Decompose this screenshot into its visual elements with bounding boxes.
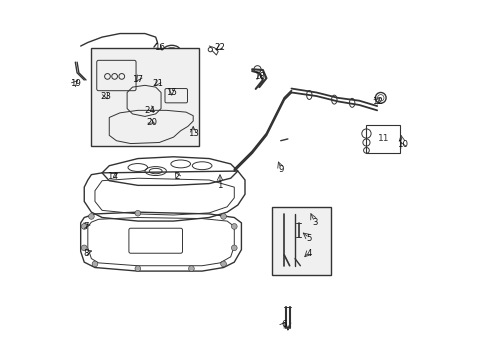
Text: 14: 14 [107,172,118,181]
Circle shape [92,261,98,267]
Bar [367,125,400,153]
Text: 6: 6 [282,320,287,329]
Text: 2: 2 [174,172,180,181]
Text: 16: 16 [154,43,165,52]
Text: 8: 8 [83,249,89,258]
Circle shape [231,224,237,229]
Circle shape [135,266,141,271]
Circle shape [81,245,87,251]
Text: 1: 1 [217,181,223,190]
Text: 15: 15 [166,88,177,97]
Text: 3: 3 [312,219,318,228]
Text: 18: 18 [254,72,265,81]
Text: 7: 7 [83,222,89,231]
Text: 12: 12 [372,97,383,106]
Text: 11: 11 [377,134,389,143]
Text: 9: 9 [278,165,283,174]
Text: 5: 5 [307,234,312,243]
Text: 22: 22 [215,43,225,52]
Circle shape [220,261,226,267]
Text: 4: 4 [307,249,312,258]
Circle shape [135,210,141,216]
Text: 19: 19 [70,79,81,88]
Circle shape [189,266,194,271]
Text: 10: 10 [397,140,408,149]
Text: 23: 23 [100,91,111,100]
Bar [272,207,331,275]
Circle shape [89,213,94,219]
Text: 13: 13 [188,129,199,138]
Text: 17: 17 [132,76,144,85]
Circle shape [231,245,237,251]
Circle shape [220,213,226,219]
Circle shape [81,224,87,229]
Text: 20: 20 [147,118,158,127]
Text: 24: 24 [145,106,156,115]
Bar [92,48,198,146]
Text: 21: 21 [152,79,163,88]
